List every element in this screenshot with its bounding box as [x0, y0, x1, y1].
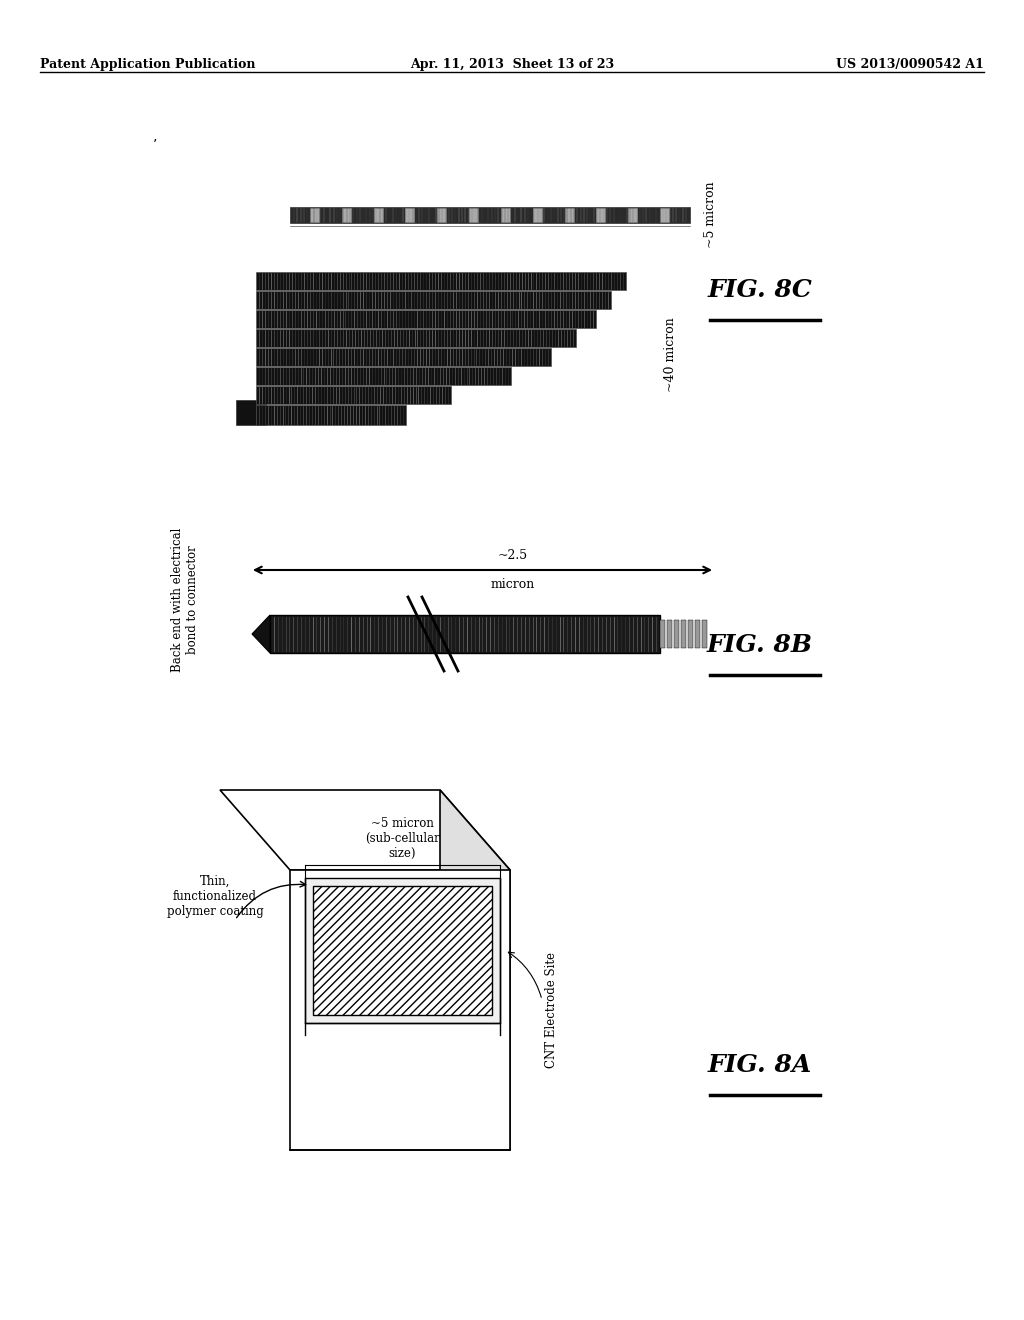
- Bar: [256, 367, 511, 385]
- Bar: [688, 620, 693, 648]
- Bar: [667, 620, 672, 648]
- Bar: [532, 209, 542, 222]
- Polygon shape: [252, 615, 270, 653]
- Bar: [695, 620, 700, 648]
- Bar: [469, 209, 478, 222]
- Bar: [270, 615, 660, 653]
- Bar: [628, 209, 637, 222]
- Bar: [681, 620, 686, 648]
- Text: Apr. 11, 2013  Sheet 13 of 23: Apr. 11, 2013 Sheet 13 of 23: [410, 58, 614, 71]
- Bar: [660, 209, 669, 222]
- Bar: [256, 385, 451, 404]
- Text: FIG. 8B: FIG. 8B: [707, 634, 813, 657]
- Text: ~5 micron
(sub-cellular
size): ~5 micron (sub-cellular size): [365, 817, 439, 861]
- Text: FIG. 8C: FIG. 8C: [708, 279, 812, 302]
- Bar: [564, 209, 573, 222]
- Bar: [501, 209, 510, 222]
- Bar: [313, 886, 492, 1015]
- Text: Thin,
functionalized
polymer coating: Thin, functionalized polymer coating: [167, 875, 263, 917]
- Text: ʼ: ʼ: [153, 139, 158, 152]
- Bar: [406, 209, 415, 222]
- Text: Patent Application Publication: Patent Application Publication: [40, 58, 256, 71]
- Text: FIG. 8A: FIG. 8A: [708, 1053, 812, 1077]
- Bar: [310, 209, 319, 222]
- Bar: [702, 620, 707, 648]
- Bar: [674, 620, 679, 648]
- Text: micron: micron: [490, 578, 535, 591]
- Polygon shape: [440, 789, 510, 1150]
- Bar: [236, 400, 266, 425]
- Bar: [342, 209, 351, 222]
- Text: Back end with electrical
bond to connector: Back end with electrical bond to connect…: [171, 528, 199, 672]
- Bar: [305, 878, 500, 1023]
- Bar: [290, 207, 690, 223]
- Text: CNT Electrode Site: CNT Electrode Site: [545, 952, 558, 1068]
- Bar: [437, 209, 446, 222]
- Bar: [256, 272, 626, 290]
- Bar: [660, 620, 665, 648]
- Bar: [256, 290, 611, 309]
- Text: ~5 micron: ~5 micron: [703, 182, 717, 248]
- Text: ~40 micron: ~40 micron: [664, 318, 677, 392]
- Text: ~2.5: ~2.5: [498, 549, 527, 562]
- Bar: [374, 209, 383, 222]
- Bar: [256, 310, 596, 327]
- Polygon shape: [220, 789, 510, 870]
- Polygon shape: [290, 870, 510, 1150]
- Bar: [256, 329, 575, 347]
- Bar: [256, 348, 551, 366]
- Text: US 2013/0090542 A1: US 2013/0090542 A1: [837, 58, 984, 71]
- Bar: [596, 209, 605, 222]
- Bar: [256, 405, 406, 425]
